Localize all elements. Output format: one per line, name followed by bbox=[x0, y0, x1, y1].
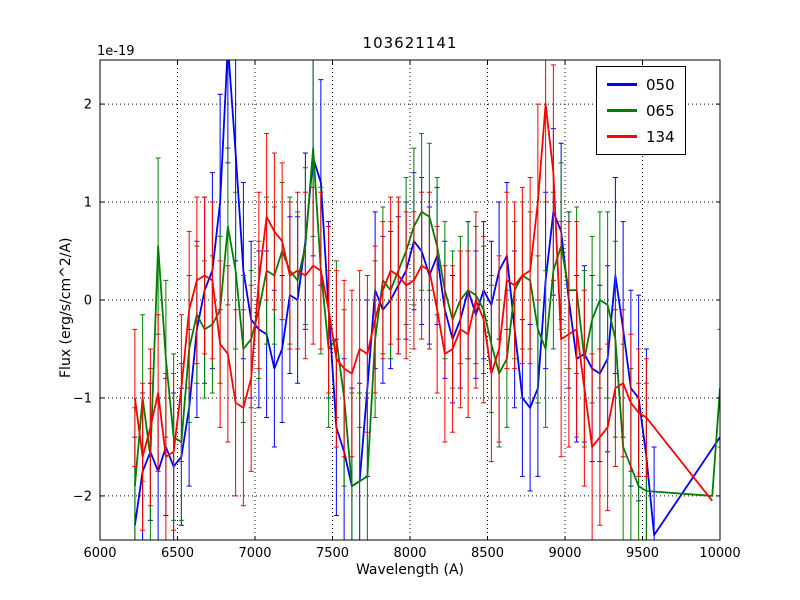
x-tick-label: 7000 bbox=[238, 546, 271, 561]
legend-line-sample-050 bbox=[607, 83, 637, 86]
y-tick-label: 0 bbox=[84, 294, 92, 309]
legend: 050 065 134 bbox=[596, 66, 686, 155]
x-axis-label: Wavelength (A) bbox=[355, 562, 464, 578]
legend-entry-label: 134 bbox=[646, 127, 675, 146]
y-axis-offset-label: 1e-19 bbox=[97, 44, 135, 59]
legend-entry-label: 065 bbox=[646, 101, 675, 120]
x-tick-label: 6000 bbox=[83, 546, 116, 561]
tick-labels: 6000 6500 7000 7500 8000 8500 9000 9500 10000 −2 −… bbox=[73, 98, 741, 561]
y-tick-label: −2 bbox=[73, 489, 92, 504]
x-tick-label: 9500 bbox=[626, 546, 659, 561]
legend-entry: 065 bbox=[607, 99, 675, 122]
x-tick-label: 6500 bbox=[161, 546, 194, 561]
chart-title: 103621141 bbox=[362, 34, 458, 52]
x-tick-label: 9000 bbox=[548, 546, 581, 561]
y-tick-label: 2 bbox=[84, 98, 92, 113]
x-tick-label: 7500 bbox=[316, 546, 349, 561]
legend-line-sample-065 bbox=[607, 109, 637, 112]
x-tick-label: 8000 bbox=[393, 546, 426, 561]
line-134 bbox=[133, 103, 713, 502]
legend-entry: 050 bbox=[607, 73, 675, 96]
legend-entry-label: 050 bbox=[646, 75, 675, 94]
x-tick-label: 10000 bbox=[699, 546, 740, 561]
series-134 bbox=[132, 60, 713, 540]
y-tick-label: 1 bbox=[84, 196, 92, 211]
legend-entry: 134 bbox=[607, 125, 675, 148]
x-tick-label: 8500 bbox=[471, 546, 504, 561]
tick-marks bbox=[99, 60, 721, 540]
y-tick-label: −1 bbox=[73, 391, 92, 406]
legend-line-sample-134 bbox=[607, 135, 637, 138]
